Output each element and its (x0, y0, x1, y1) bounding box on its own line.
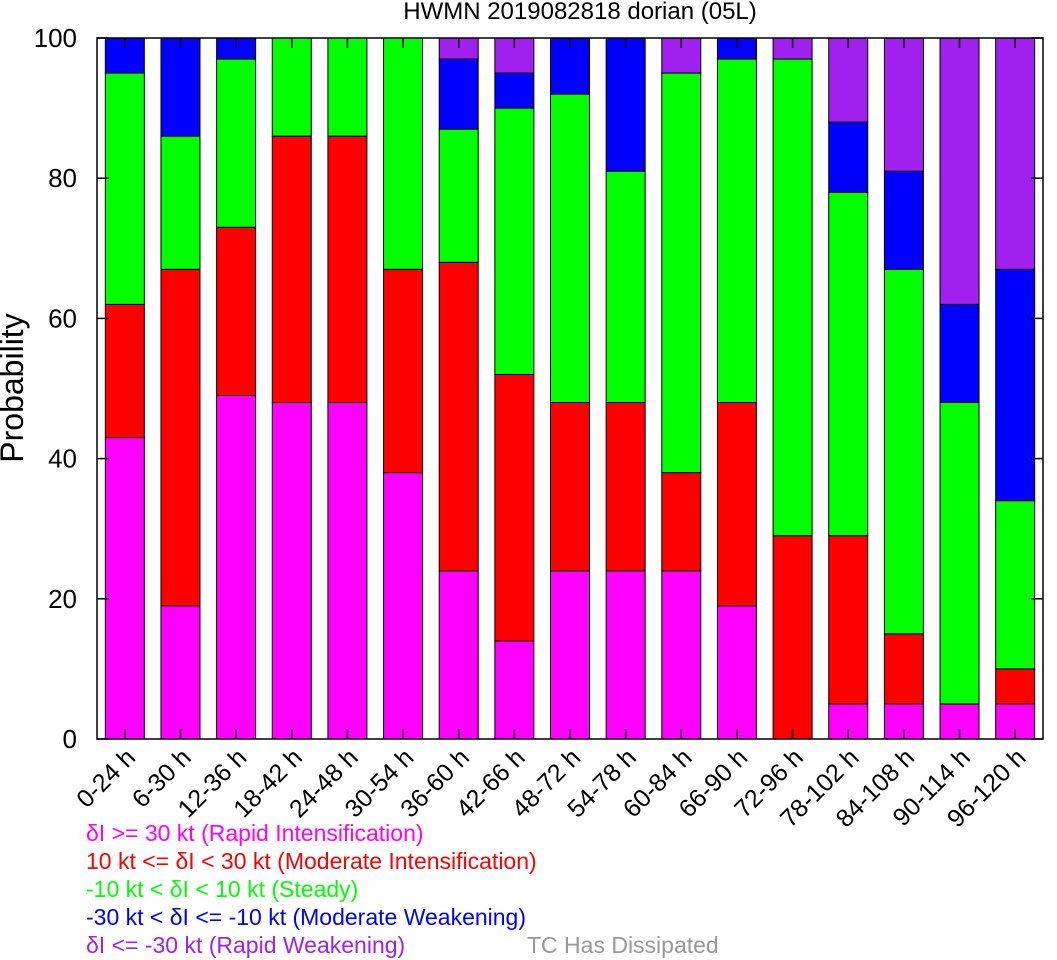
bar-segment-72-96h-s2 (772, 58, 813, 537)
bar-segment-60-84h-s2 (661, 72, 702, 474)
bar-segment-96-120h-s3 (995, 268, 1036, 502)
bar-segment-6-30h-s3 (160, 37, 201, 137)
legend-entry-3: -30 kt < δI <= -10 kt (Moderate Weakenin… (86, 904, 527, 930)
legend-entry-1: 10 kt <= δI < 30 kt (Moderate Intensific… (86, 848, 537, 874)
bar-segment-48-72h-s1 (550, 402, 590, 572)
bar-segment-30-54h-s1 (383, 268, 424, 474)
bar-segment-36-60h-s0 (438, 570, 479, 740)
bar-segment-6-30h-s1 (160, 268, 201, 607)
bar-segment-96-120h-s4 (995, 37, 1036, 270)
bar-segment-36-60h-s2 (438, 128, 479, 263)
bar-segment-78-102h-s1 (828, 535, 869, 705)
bar-segment-18-42h-s1 (271, 135, 312, 404)
bar-segment-42-66h-s2 (494, 107, 535, 375)
bar-segment-24-48h-s1 (327, 135, 368, 404)
bar-segment-84-108h-s1 (883, 633, 924, 705)
bar-segment-60-84h-s1 (661, 472, 702, 572)
legend-entry-4: δI <= -30 kt (Rapid Weakening) (86, 932, 406, 958)
legend-entry-0: δI >= 30 kt (Rapid Intensification) (86, 820, 424, 846)
bar-segment-66-90h-s2 (716, 58, 757, 404)
bar-segment-78-102h-s4 (828, 37, 869, 123)
bar-segment-42-66h-s1 (494, 373, 535, 642)
bar-segment-54-78h-s0 (605, 570, 646, 740)
y-tick-label: 60 (48, 303, 77, 333)
bar-segment-42-66h-s0 (494, 640, 535, 740)
y-tick-label: 0 (63, 724, 77, 754)
bar-segment-30-54h-s0 (383, 472, 424, 740)
bar-segment-48-72h-s0 (550, 570, 590, 740)
bar-segment-54-78h-s2 (605, 170, 646, 404)
bar-segment-96-120h-s1 (995, 668, 1036, 705)
bar-segment-60-84h-s0 (661, 570, 702, 740)
bar-segment-84-108h-s4 (883, 37, 924, 172)
bar-segment-12-36h-s2 (216, 58, 257, 228)
bar-segment-90-114h-s2 (939, 402, 980, 705)
y-tick-label: 100 (34, 23, 77, 53)
bar-segment-30-54h-s2 (383, 37, 424, 270)
bar-segment-54-78h-s3 (605, 37, 646, 172)
bar-segment-78-102h-s2 (828, 191, 869, 537)
bar-segment-90-114h-s4 (939, 37, 980, 305)
bar-segment-54-78h-s1 (605, 402, 646, 572)
bar-segment-66-90h-s1 (716, 402, 757, 607)
bar-segment-12-36h-s0 (216, 395, 257, 740)
y-axis-label: Probability (0, 313, 30, 462)
legend-entry-2: -10 kt < δI < 10 kt (Steady) (86, 876, 359, 902)
bar-segment-48-72h-s2 (550, 93, 590, 404)
bar-segment-90-114h-s3 (939, 303, 980, 404)
legend-entry-5: TC Has Dissipated (527, 932, 719, 958)
x-tick-label: 0-24 h (71, 743, 141, 813)
bar-segment-18-42h-s0 (271, 402, 312, 740)
bar-segment-24-48h-s0 (327, 402, 368, 740)
bar-segment-78-102h-s3 (828, 121, 869, 193)
y-tick-label: 40 (48, 444, 77, 474)
bar-segment-6-30h-s2 (160, 135, 201, 270)
y-tick-label: 20 (48, 584, 77, 614)
bar-segment-96-120h-s2 (995, 500, 1036, 670)
bar-segment-6-30h-s0 (160, 605, 201, 740)
bar-segment-84-108h-s2 (883, 268, 924, 635)
y-tick-label: 80 (48, 163, 77, 193)
bar-segment-18-42h-s2 (271, 37, 312, 137)
bars-group (104, 37, 1036, 740)
bar-segment-84-108h-s3 (883, 170, 924, 270)
bar-segment-12-36h-s1 (216, 226, 257, 397)
bar-segment-0-24h-s1 (104, 303, 145, 439)
bar-segment-66-90h-s0 (716, 605, 757, 740)
bar-segment-36-60h-s1 (438, 261, 479, 572)
bar-segment-24-48h-s2 (327, 37, 368, 137)
bar-segment-42-66h-s3 (494, 72, 535, 109)
bar-segment-0-24h-s2 (104, 72, 145, 305)
bar-segment-36-60h-s3 (438, 58, 479, 130)
bar-segment-0-24h-s0 (104, 437, 145, 740)
bar-segment-72-96h-s1 (772, 535, 813, 740)
chart-title: HWMN 2019082818 dorian (05L) (403, 0, 757, 25)
